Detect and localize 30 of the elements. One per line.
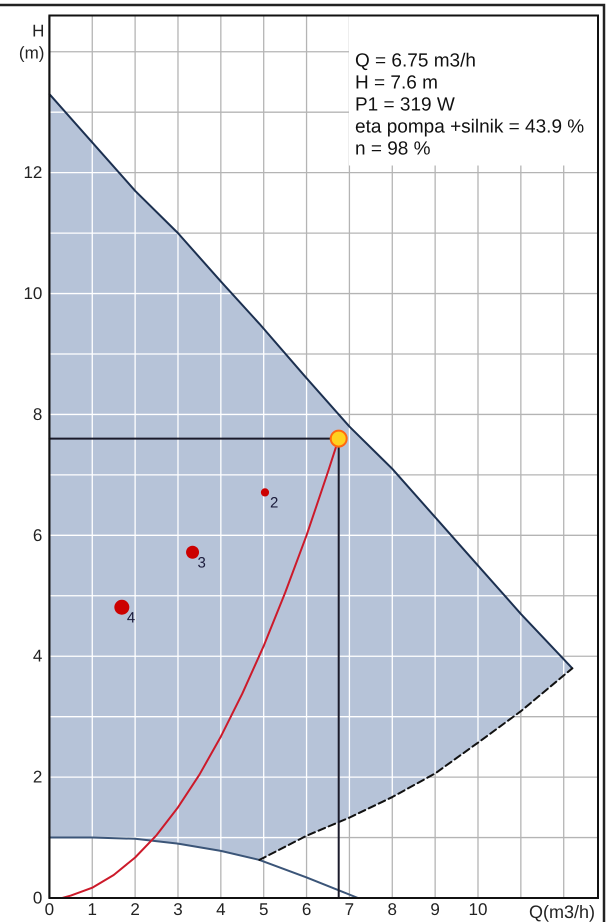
x-tick-label: 9 (430, 900, 440, 920)
y-tick-label: 10 (23, 284, 42, 303)
x-tick-label: 7 (344, 900, 354, 920)
y-tick-label: 12 (23, 163, 42, 182)
x-tick-label: 1 (88, 900, 97, 920)
x-tick-label: 0 (44, 900, 54, 920)
x-tick-label: 5 (258, 900, 268, 920)
y-tick-label: 0 (32, 888, 42, 908)
y-tick-label: 8 (32, 404, 42, 424)
y-tick-label: 6 (32, 526, 42, 545)
annotation: 4 (126, 609, 136, 626)
x-tick-label: 8 (388, 900, 398, 920)
x-tick-label: 10 (468, 900, 488, 920)
x-axis-title: Q(m3/h) (528, 902, 595, 922)
annotation: 3 (198, 554, 206, 572)
annotation: eta pompa +silnik = 43.9 % (355, 116, 584, 138)
annotation: P1 = 319 W (355, 94, 455, 116)
y-tick-label: 2 (32, 768, 42, 787)
annotation: Q = 6.75 m3/h (355, 50, 476, 72)
x-tick-label: 4 (216, 900, 226, 920)
y-tick-label: 4 (32, 646, 42, 666)
x-tick-label: 6 (302, 900, 312, 920)
annotation: H = 7.6 m (355, 72, 438, 94)
annotation: 2 (270, 494, 278, 512)
x-tick-label: 3 (173, 900, 183, 920)
annotation: n = 98 % (355, 138, 431, 160)
y-axis-title: H (m) (18, 22, 44, 62)
x-tick-label: 2 (130, 900, 140, 920)
line-series (48, 836, 359, 899)
line-series (258, 667, 574, 861)
